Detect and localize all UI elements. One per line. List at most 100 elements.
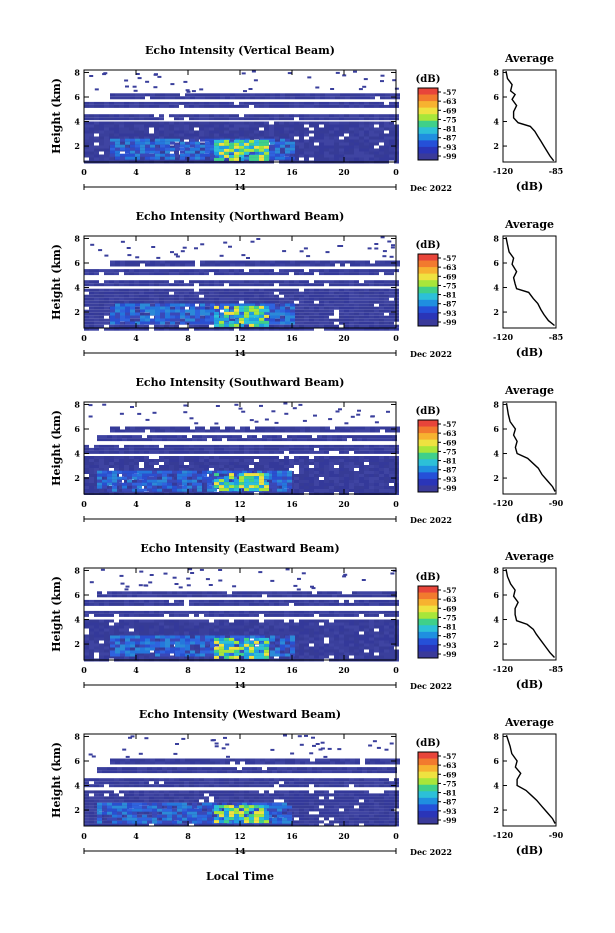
heat-cell xyxy=(264,476,269,479)
heat-cell xyxy=(97,486,102,489)
heat-cell xyxy=(249,318,254,321)
heat-cell xyxy=(299,269,304,272)
heat-cell xyxy=(190,96,195,99)
heat-cell xyxy=(134,620,139,623)
heat-cell xyxy=(190,313,195,316)
heat-cell xyxy=(369,125,374,128)
heat-cell xyxy=(190,154,195,157)
heat-cell xyxy=(250,261,255,264)
heat-cell xyxy=(277,435,282,438)
heat-cell xyxy=(304,149,309,152)
speckle xyxy=(102,73,106,75)
heat-cell xyxy=(200,310,205,313)
heat-cell xyxy=(234,289,239,292)
heat-cell xyxy=(89,626,94,629)
heat-cell xyxy=(259,155,264,158)
heat-cell xyxy=(214,280,219,283)
heat-cell xyxy=(165,145,170,148)
heat-cell xyxy=(205,96,210,99)
heat-cell xyxy=(179,301,184,304)
heat-cell xyxy=(314,152,319,155)
heat-cell xyxy=(99,131,104,134)
heat-cell xyxy=(239,149,244,152)
heat-cell xyxy=(89,451,94,454)
heat-cell xyxy=(339,471,344,474)
heat-cell xyxy=(357,438,362,441)
heat-cell xyxy=(229,298,234,301)
heat-cell xyxy=(124,468,129,471)
heat-cell xyxy=(167,480,172,483)
heat-cell xyxy=(354,298,359,301)
heat-cell xyxy=(135,154,140,157)
speckle xyxy=(374,243,378,245)
heat-cell xyxy=(324,149,329,152)
heat-cell xyxy=(339,272,344,275)
heat-cell xyxy=(97,474,102,477)
heat-cell xyxy=(179,269,184,272)
speckle xyxy=(135,256,139,258)
heat-cell xyxy=(155,148,160,151)
heat-cell xyxy=(125,313,130,316)
heat-cell xyxy=(244,283,249,286)
heat-cell xyxy=(240,96,245,99)
heat-cell xyxy=(169,451,174,454)
heat-cell xyxy=(144,105,149,108)
heat-cell xyxy=(169,295,174,298)
heat-cell xyxy=(224,292,229,295)
heat-cell xyxy=(110,307,115,310)
heat-cell xyxy=(174,620,179,623)
heat-cell xyxy=(264,269,269,272)
heat-cell xyxy=(224,462,229,465)
heat-cell xyxy=(89,146,94,149)
heat-cell xyxy=(329,313,334,316)
heat-cell xyxy=(155,304,160,307)
heat-cell xyxy=(109,465,114,468)
heat-cell xyxy=(114,269,119,272)
heat-cell xyxy=(329,125,334,128)
heat-cell xyxy=(269,468,274,471)
heat-cell xyxy=(239,283,244,286)
heat-cell xyxy=(319,117,324,120)
heat-cell xyxy=(324,125,329,128)
heat-cell xyxy=(214,465,219,468)
heat-cell xyxy=(219,292,224,295)
heat-cell xyxy=(374,307,379,310)
heat-cell xyxy=(184,269,189,272)
heat-cell xyxy=(369,459,374,462)
heat-cell xyxy=(194,105,199,108)
heat-cell xyxy=(249,473,254,476)
heat-cell xyxy=(255,430,260,433)
heat-cell xyxy=(339,480,344,483)
heat-cell xyxy=(264,321,269,324)
heat-cell xyxy=(264,448,269,451)
heat-cell xyxy=(374,451,379,454)
heat-cell xyxy=(249,315,254,318)
heat-cell xyxy=(319,468,324,471)
heat-cell xyxy=(239,122,244,125)
heat-cell xyxy=(89,114,94,117)
heat-cell xyxy=(129,105,134,108)
heat-cell xyxy=(159,122,164,125)
heat-cell xyxy=(329,295,334,298)
heat-cell xyxy=(285,148,290,151)
heat-cell xyxy=(374,155,379,158)
heat-cell xyxy=(159,468,164,471)
heat-cell xyxy=(344,149,349,152)
heat-cell xyxy=(135,151,140,154)
heat-cell xyxy=(364,459,369,462)
heat-cell xyxy=(159,117,164,120)
heat-cell xyxy=(157,489,162,492)
heat-cell xyxy=(274,122,279,125)
heat-cell xyxy=(104,117,109,120)
heat-cell xyxy=(304,304,309,307)
heat-cell xyxy=(359,465,364,468)
heat-cell xyxy=(369,122,374,125)
y-tick-label: 8 xyxy=(74,233,80,243)
heat-cell xyxy=(104,134,109,137)
heat-cell xyxy=(349,125,354,128)
speckle xyxy=(146,419,150,421)
heat-cell xyxy=(344,158,349,161)
heat-cell xyxy=(349,456,354,459)
heat-cell xyxy=(219,272,224,275)
heat-cell xyxy=(159,289,164,292)
